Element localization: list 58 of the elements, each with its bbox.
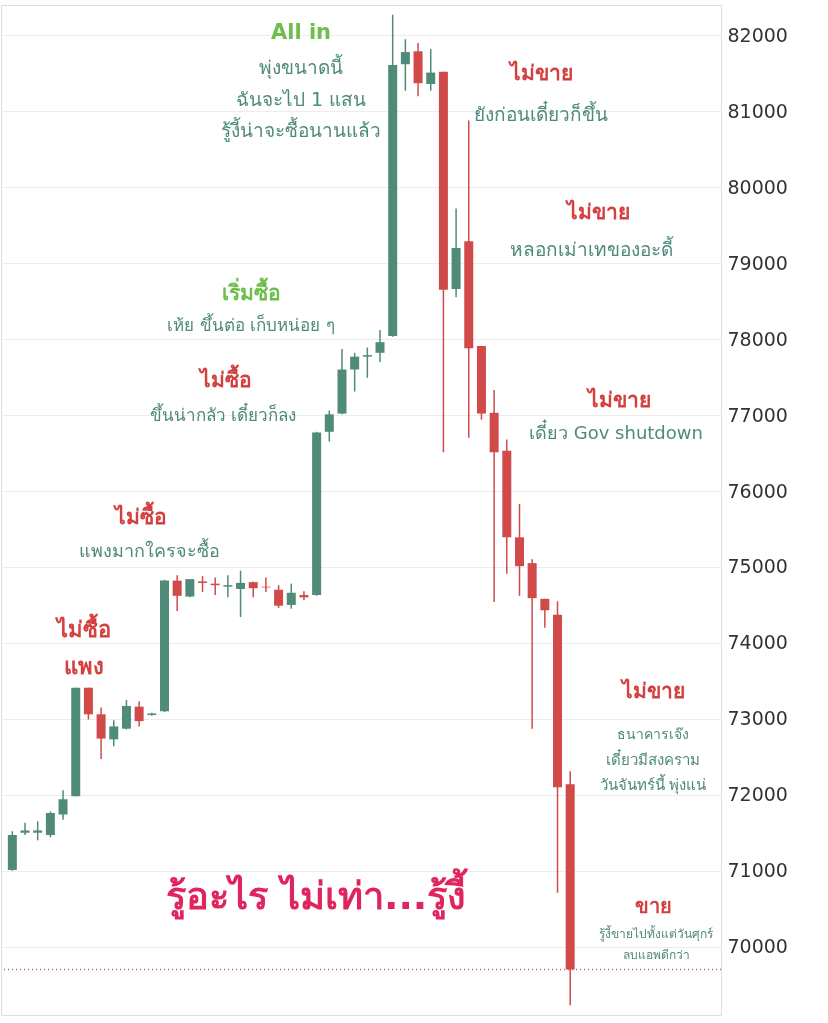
annotation: ไม่ขาย [585,387,651,412]
y-tick-label: 70000 [727,935,788,958]
y-tick-label: 71000 [727,859,788,882]
y-tick-label: 76000 [727,479,788,502]
annotation: เดี๋ยวมีสงคราม [606,748,700,769]
candlestick [45,810,55,839]
annotation: รู้อะไร ไม่เท่า...รู้งี้ [165,868,469,920]
annotation: ไม่ซื้อ [113,501,167,529]
annotation: ไม่ซื้อ [198,364,252,392]
annotation: เห้ย ขึ้นต่อ เก็บหน่อย ๆ [167,313,335,335]
candlestick [274,584,284,609]
candlestick [286,582,296,610]
y-tick-label: 81000 [727,99,788,122]
annotation: แพง [64,654,104,679]
candlestick [20,822,30,836]
candlestick [223,574,233,599]
candlestick [400,38,410,92]
annotation: ขาย [634,894,672,918]
y-tick-label: 73000 [727,707,788,730]
candlestick [58,789,68,821]
candlestick [324,409,334,443]
candlestick [33,820,43,842]
candlestick [362,346,372,379]
y-tick-label: 80000 [727,175,788,198]
candlestick [236,570,246,618]
candlestick [109,719,119,747]
annotation: ธนาคารเจ๊ง [617,726,689,742]
annotation: ไม่ขาย [507,60,573,85]
y-tick-label: 77000 [727,403,788,426]
annotation: All in [270,20,332,44]
candlestick [134,700,144,728]
annotation: ไม่ซื้อ [55,613,111,642]
y-tick-label: 74000 [727,631,788,654]
annotation: ไม่ขาย [564,199,630,224]
annotation: รู้งี้น่าจะซื้อนานแล้ว [221,117,381,142]
y-tick-label: 78000 [727,327,788,350]
annotation: พุ่งขนาดนี้ [259,54,343,80]
annotation: ไม่ขาย [619,678,685,703]
candlestick [426,48,436,92]
annotation: ขึ้นน่ากลัว เดี๋ยวก็ลง [149,402,297,425]
annotation: แพงมากใครจะซื้อ [78,538,220,561]
candlestick [375,329,385,363]
annotation: รู้งี้ขายไปทั้งแต่วันศุกร์ [599,925,714,942]
candlestick [172,574,182,612]
candlestick [121,699,131,731]
annotation: ฉันจะไป 1 แสน [235,88,367,110]
candlestick [350,352,360,393]
y-tick-label: 79000 [727,251,788,274]
annotation: เริ่มซื้อ [221,277,281,305]
annotation: ยังก่อนเดี๋ยวก็ขึ้น [474,100,608,125]
y-tick-label: 82000 [727,23,788,46]
annotation: เดี๋ยว Gov shutdown [529,419,703,443]
y-tick-label: 75000 [727,555,788,578]
y-tick-label: 72000 [727,783,788,806]
annotation: หลอกเม่าเทของอะดี้ [509,236,674,260]
annotation: วันจันทร์นี้ พุ่งแน่ [599,774,707,795]
annotation: ลบแอพดีกว่า [622,948,690,962]
candlestick [540,598,550,629]
